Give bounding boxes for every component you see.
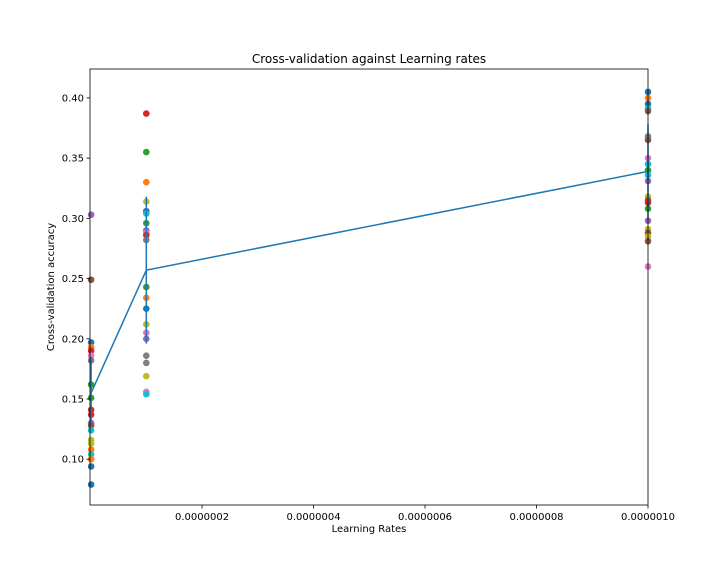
- plot-background: [90, 69, 648, 505]
- scatter-point: [143, 110, 150, 117]
- scatter-point: [143, 359, 150, 367]
- mean-accuracy-line: [90, 170, 649, 394]
- plot-frame: [89, 68, 649, 506]
- scatter-point: [87, 422, 95, 429]
- y-tick-label: 0.40: [62, 93, 84, 104]
- scatter-point: [87, 352, 95, 359]
- scatter-point: [143, 178, 150, 186]
- scatter-point: [87, 455, 95, 463]
- x-tick-label: 0.0000008: [509, 512, 563, 523]
- scatter-point: [143, 390, 150, 398]
- scatter-point: [87, 211, 95, 219]
- y-tick-label: 0.20: [62, 334, 84, 345]
- y-tick-label: 0.15: [62, 395, 84, 406]
- scatter-point: [87, 347, 95, 355]
- chart-title: Cross-validation against Learning rates: [252, 52, 486, 66]
- x-axis-label: Learning Rates: [332, 524, 407, 535]
- scatter-point: [143, 372, 150, 380]
- scatter-point: [87, 446, 95, 453]
- scatter-point: [143, 148, 150, 156]
- x-tick-label: 0.0000004: [286, 512, 340, 523]
- scatter-point: [87, 451, 95, 458]
- scatter-point: [87, 427, 95, 434]
- y-axis: 0.10 0.15 0.20 0.25 0.30 0.35 0.40: [62, 93, 90, 466]
- plot-area: [87, 68, 652, 506]
- y-axis-label: Cross-validation accuracy: [46, 223, 57, 351]
- y-tick-label: 0.30: [62, 214, 84, 225]
- y-tick-label: 0.10: [62, 455, 84, 466]
- scatter-point: [87, 481, 95, 488]
- x-axis: 0.0000002 0.0000004 0.0000006 0.0000008 0.00…: [175, 505, 675, 523]
- scatter-point: [87, 440, 95, 447]
- y-tick-label: 0.25: [62, 274, 84, 285]
- scatter-point: [87, 339, 95, 346]
- x-tick-label: 0.0000010: [621, 512, 675, 523]
- scatter-point: [87, 463, 95, 470]
- y-tick-label: 0.35: [62, 154, 84, 165]
- scatter-point: [87, 276, 95, 284]
- x-tick-label: 0.0000006: [398, 512, 452, 523]
- scatter-point: [143, 352, 150, 359]
- x-tick-label: 0.0000002: [175, 512, 229, 523]
